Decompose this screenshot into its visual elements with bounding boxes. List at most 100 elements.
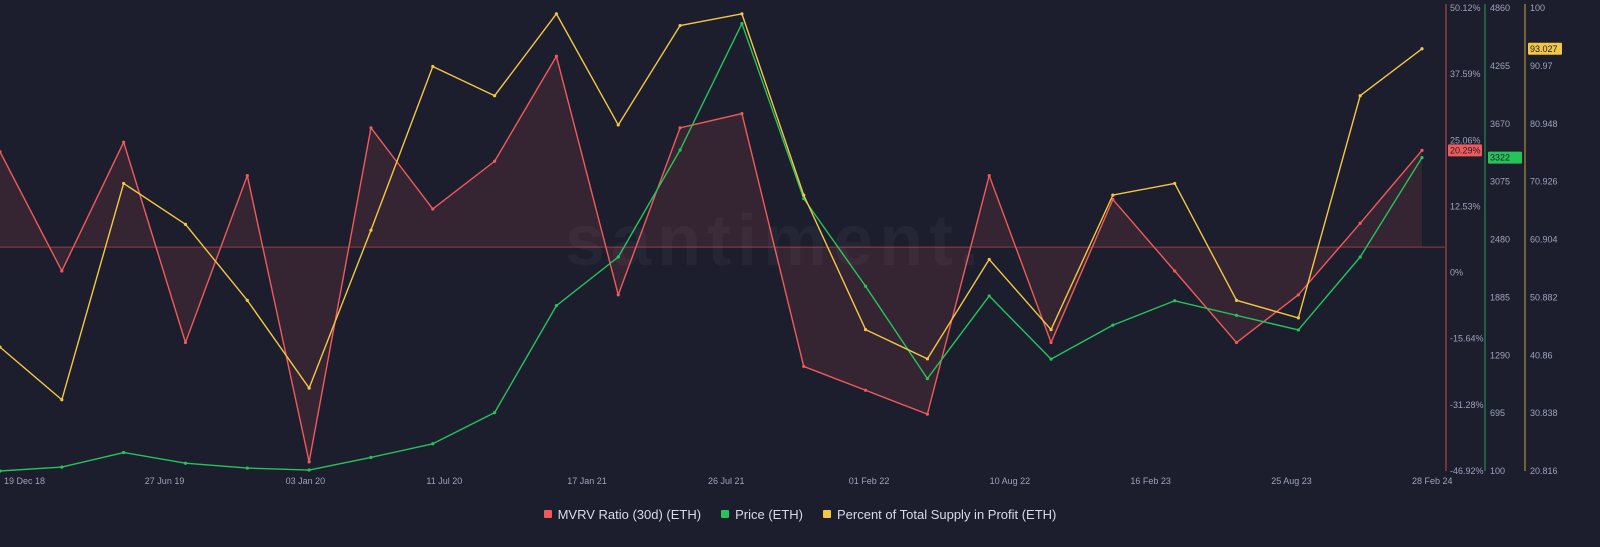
data-point-supply xyxy=(1358,94,1362,98)
data-point-mvrv xyxy=(1358,221,1362,225)
data-point-mvrv xyxy=(183,340,188,345)
data-point-price xyxy=(616,255,620,259)
data-point-supply xyxy=(1296,316,1300,320)
axis-tick-price: 695 xyxy=(1490,408,1505,418)
x-tick-label: 19 Dec 18 xyxy=(4,476,45,486)
x-tick-label: 10 Aug 22 xyxy=(990,476,1031,486)
data-point-supply xyxy=(678,23,682,28)
data-point-supply xyxy=(369,228,373,232)
mvrv-area xyxy=(0,56,1422,462)
legend-label-price: Price (ETH) xyxy=(735,506,803,522)
data-point-mvrv xyxy=(1049,340,1053,345)
axis-tick-price: 1885 xyxy=(1490,292,1510,302)
x-tick-label: 03 Jan 20 xyxy=(286,476,326,486)
last-value-label-supply: 93.027 xyxy=(1530,44,1558,54)
data-point-mvrv xyxy=(616,293,620,297)
data-point-supply xyxy=(987,257,991,262)
data-point-mvrv xyxy=(60,269,64,273)
legend-item-supply[interactable]: Percent of Total Supply in Profit (ETH) xyxy=(822,507,1056,522)
data-point-supply xyxy=(0,345,2,349)
axis-tick-price: 100 xyxy=(1490,466,1505,476)
data-point-supply xyxy=(1111,193,1115,197)
last-value-badge-mvrv xyxy=(1448,144,1482,157)
axis-tick-mvrv: -31.28% xyxy=(1450,400,1484,410)
data-point-price xyxy=(1049,357,1053,361)
axis-tick-mvrv: 0% xyxy=(1450,268,1463,278)
legend-item-price[interactable]: Price (ETH) xyxy=(721,507,803,522)
axis-tick-mvrv: 37.59% xyxy=(1450,69,1481,79)
axis-tick-price: 2480 xyxy=(1490,235,1510,245)
data-point-supply xyxy=(122,181,126,186)
data-point-supply xyxy=(307,386,311,390)
data-point-supply xyxy=(863,327,868,332)
data-point-price xyxy=(863,284,868,288)
x-tick-label: 16 Feb 23 xyxy=(1130,476,1171,486)
data-point-mvrv xyxy=(987,173,991,178)
axis-tick-mvrv: -15.64% xyxy=(1450,334,1484,344)
data-point-price xyxy=(1234,313,1239,317)
data-point-price xyxy=(740,21,744,26)
data-point-mvrv xyxy=(925,412,929,416)
x-tick-label: 26 Jul 21 xyxy=(708,476,745,486)
legend-swatch-supply xyxy=(822,510,831,518)
data-point-price xyxy=(493,411,497,415)
series-line-supply xyxy=(0,13,1423,401)
axis-tick-supply: 90.97 xyxy=(1530,61,1553,71)
axis-tick-supply: 80.948 xyxy=(1530,119,1558,129)
series-line-price xyxy=(0,22,1423,472)
legend-item-mvrv[interactable]: MVRV Ratio (30d) (ETH) xyxy=(543,507,701,522)
data-point-supply xyxy=(740,12,744,16)
axis-tick-supply: 30.838 xyxy=(1530,408,1558,418)
data-point-mvrv xyxy=(122,140,126,144)
data-point-price xyxy=(307,468,311,472)
data-point-mvrv xyxy=(1111,197,1115,202)
axis-tick-supply: 50.882 xyxy=(1530,292,1558,302)
data-point-supply xyxy=(245,298,249,302)
data-point-price xyxy=(987,294,991,298)
data-point-supply xyxy=(60,398,64,402)
axis-tick-price: 3670 xyxy=(1490,119,1510,129)
data-point-price xyxy=(122,450,126,455)
data-point-supply xyxy=(431,64,435,69)
x-tick-label: 01 Feb 22 xyxy=(849,476,890,486)
x-tick-label: 27 Jun 19 xyxy=(145,476,185,486)
data-point-price xyxy=(431,442,435,446)
data-point-mvrv xyxy=(369,126,373,130)
axis-tick-supply: 70.926 xyxy=(1530,177,1558,187)
data-point-mvrv xyxy=(740,111,744,116)
data-point-price xyxy=(1111,323,1115,327)
axis-tick-supply: 60.904 xyxy=(1530,235,1558,245)
axis-tick-mvrv: -46.92% xyxy=(1450,466,1484,476)
last-value-badge-supply xyxy=(1528,42,1562,55)
data-point-price xyxy=(1420,155,1424,160)
data-point-price xyxy=(369,455,373,459)
data-point-mvrv xyxy=(1296,293,1300,297)
axis-tick-supply: 40.86 xyxy=(1530,350,1553,360)
x-tick-label: 17 Jan 21 xyxy=(567,476,607,486)
data-point-supply xyxy=(1173,181,1177,186)
data-point-mvrv xyxy=(1173,269,1177,273)
data-point-supply xyxy=(1049,327,1053,332)
axis-tick-price: 4860 xyxy=(1490,3,1510,13)
x-tick-label: 11 Jul 20 xyxy=(426,476,462,486)
axis-tick-mvrv: 25.06% xyxy=(1450,135,1481,145)
watermark: santiment. xyxy=(565,200,985,282)
data-point-price xyxy=(0,469,2,473)
data-point-price xyxy=(1296,328,1300,332)
legend-swatch-price xyxy=(721,510,730,518)
x-tick-label: 28 Feb 24 xyxy=(1412,476,1453,486)
axis-tick-supply: 100 xyxy=(1530,3,1545,13)
data-point-mvrv xyxy=(245,173,249,178)
axis-tick-price: 4265 xyxy=(1490,61,1510,71)
data-point-mvrv xyxy=(493,159,497,163)
data-point-supply xyxy=(493,94,497,98)
data-point-supply xyxy=(616,123,620,127)
series-line-mvrv xyxy=(0,55,1423,463)
data-point-price xyxy=(245,466,249,470)
data-point-price xyxy=(925,376,929,381)
legend-swatch-mvrv xyxy=(543,510,552,518)
legend: MVRV Ratio (30d) (ETH) Price (ETH) Perce… xyxy=(0,503,1600,525)
data-point-price xyxy=(554,304,559,308)
data-point-price xyxy=(1358,255,1362,259)
data-point-mvrv xyxy=(307,460,311,464)
